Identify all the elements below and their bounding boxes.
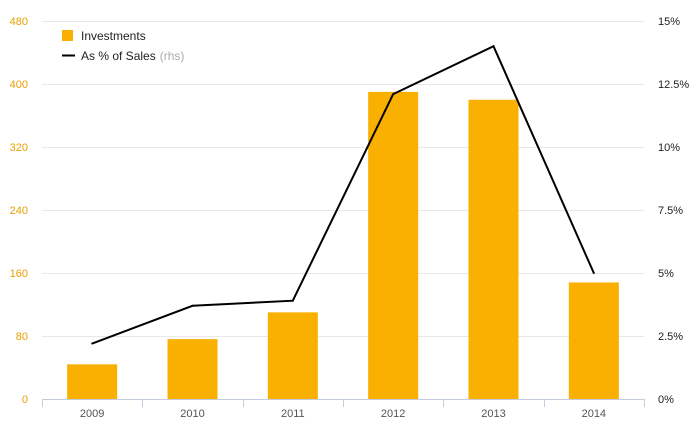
- bar-2013: [468, 99, 519, 399]
- y-left-tick-label: 320: [10, 142, 28, 154]
- bar-2014: [568, 282, 619, 399]
- legend-label-sales-percent-text: As % of Sales: [81, 49, 156, 63]
- y-left-tick-label: 80: [16, 331, 28, 343]
- x-tick-label-2010: 2010: [180, 408, 204, 420]
- y-right-tick-label: 12.5%: [658, 79, 689, 91]
- y-left-tick-label: 400: [10, 79, 28, 91]
- line-point-2010: [191, 304, 194, 307]
- x-tick-label-2012: 2012: [381, 408, 405, 420]
- x-axis: 2009 2010 2011 2012 2013 2014: [42, 399, 645, 420]
- legend-swatch-investments: [62, 30, 73, 41]
- legend-note-rhs: (rhs): [160, 49, 185, 63]
- sales-percent-polyline: [91, 44, 595, 345]
- y-right-tick-label: 0%: [658, 394, 674, 406]
- investment-bars: [67, 91, 619, 399]
- bar-2009: [67, 364, 118, 399]
- x-tick-label-2009: 2009: [80, 408, 104, 420]
- y-right-tick-label: 5%: [658, 268, 674, 280]
- legend-label-sales-percent: As % of Sales (rhs): [81, 49, 184, 63]
- y-left-tick-label: 160: [10, 268, 28, 280]
- gridlines: [42, 21, 644, 337]
- x-tick-label-2011: 2011: [281, 408, 305, 420]
- y-left-tick-label: 480: [10, 16, 28, 28]
- y-left-tick-label: 0: [22, 394, 28, 406]
- bar-2011: [267, 312, 318, 399]
- line-point-2013: [492, 45, 495, 48]
- bar-2010: [167, 339, 218, 399]
- y-right-tick-label: 2.5%: [658, 331, 683, 343]
- x-tick-label-2013: 2013: [481, 408, 505, 420]
- y-right-tick-label: 7.5%: [658, 205, 683, 217]
- legend: Investments As % of Sales (rhs): [62, 29, 184, 63]
- line-point-2014: [592, 272, 595, 274]
- y-right-tick-label: 10%: [658, 142, 680, 154]
- y-axis-left: 0 80 160 240 320 400 480: [10, 16, 28, 406]
- line-point-2012: [392, 93, 395, 96]
- y-left-tick-label: 240: [10, 205, 28, 217]
- legend-label-investments: Investments: [81, 29, 146, 43]
- line-point-2009: [91, 342, 94, 345]
- x-tick-label-2014: 2014: [582, 408, 606, 420]
- bar-2012: [368, 91, 419, 399]
- line-point-2011: [291, 299, 294, 302]
- y-axis-right: 0% 2.5% 5% 7.5% 10% 12.5% 15%: [658, 16, 689, 406]
- sales-percent-line: [91, 44, 595, 345]
- y-right-tick-label: 15%: [658, 16, 680, 28]
